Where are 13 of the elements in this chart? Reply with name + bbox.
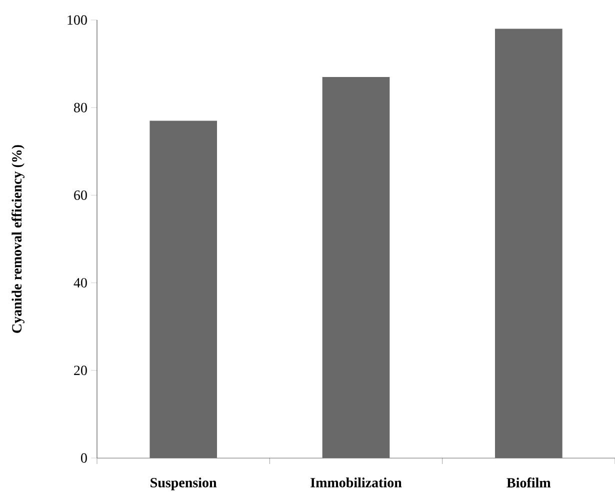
bar [322, 76, 390, 458]
bar [494, 28, 562, 458]
x-tick-label: Suspension [150, 478, 217, 490]
y-tick-label: 0 [81, 453, 87, 463]
x-tick-label: Biofilm [506, 478, 551, 488]
y-axis-title: Cyanide removal efficiency (%) [12, 145, 24, 333]
y-tick-label: 80 [74, 102, 87, 112]
y-tick-label: 60 [74, 190, 87, 200]
y-tick-label: 100 [68, 15, 87, 25]
bar [150, 120, 218, 458]
x-tick-label: Immobilization [310, 478, 402, 488]
y-tick-label: 40 [74, 278, 87, 288]
y-tick-label: 20 [74, 366, 87, 376]
